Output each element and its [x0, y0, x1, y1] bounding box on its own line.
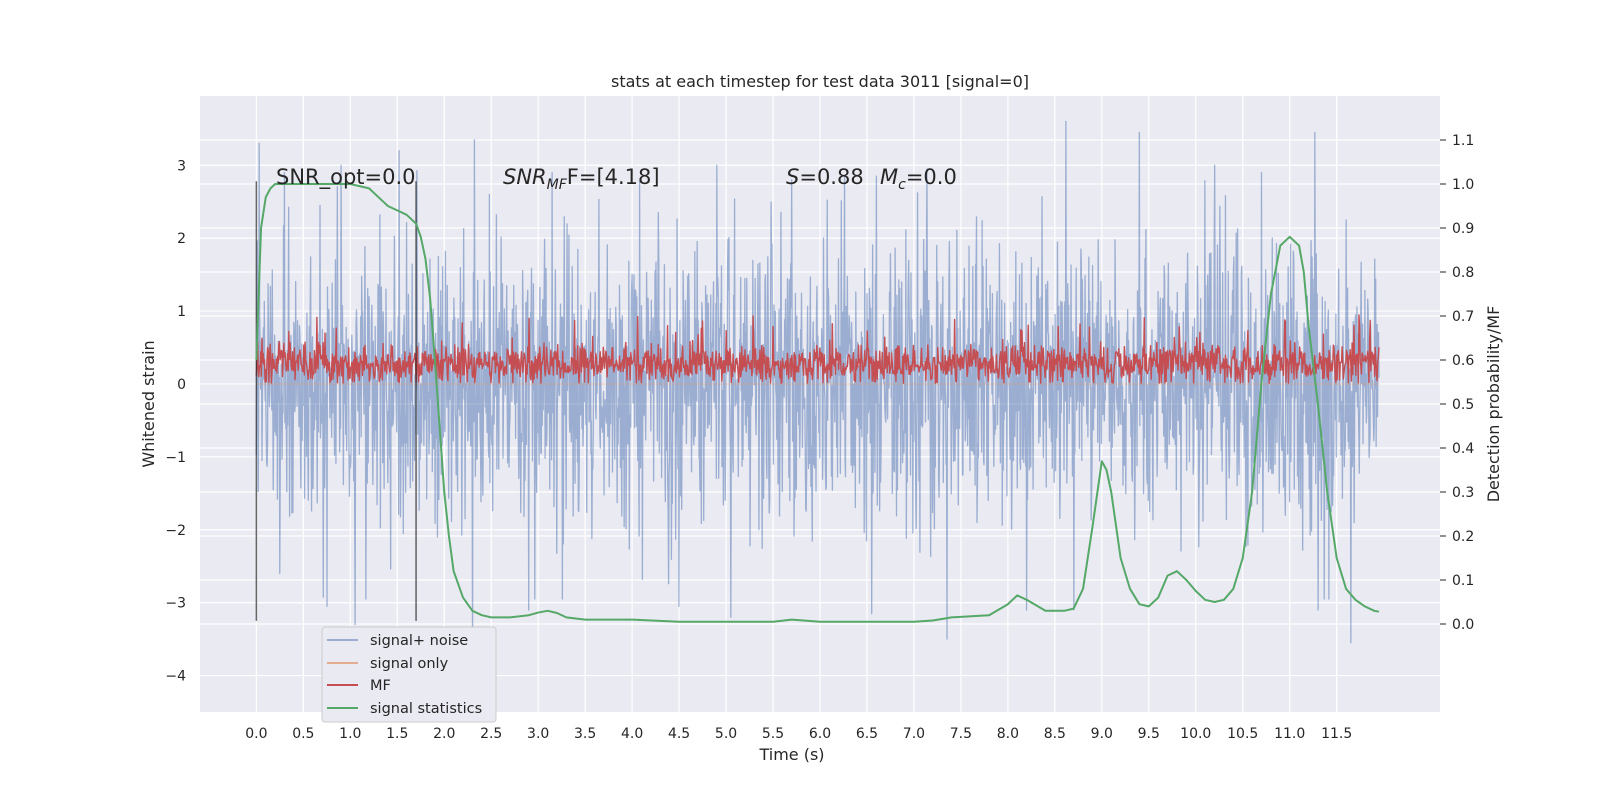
y-right-tick-label: 0.4 [1452, 441, 1474, 457]
x-tick-label: 1.0 [339, 726, 361, 742]
y-tick-labels: 3 2 1 0 −1 −2 −3 −4 [165, 158, 186, 684]
x-tick-label: 9.0 [1091, 726, 1113, 742]
x-tick-label: 7.5 [950, 726, 972, 742]
legend-label-signal-only: signal only [370, 656, 449, 672]
annotation-mc-sub: c [898, 177, 906, 193]
x-tick-label: 4.0 [621, 726, 643, 742]
legend-label-signal-noise: signal+ noise [370, 633, 468, 649]
annotation-s-tail: =0.88 [799, 165, 863, 189]
x-tick-labels: 0.0 0.5 1.0 1.5 2.0 2.5 3.0 3.5 4.0 4.5 5.0 5.5 6.0 6… [245, 726, 1352, 742]
y-tick-label: −1 [165, 450, 186, 466]
annotation-mc: Mc=0.0 [880, 165, 957, 193]
y-right-tick-label: 0.8 [1452, 265, 1474, 281]
x-tick-label: 5.5 [762, 726, 784, 742]
y-right-tick-label: 0.5 [1452, 397, 1474, 413]
y-right-tick-label: 0.1 [1452, 573, 1474, 589]
y-right-tick-labels: 1.1 1.0 0.9 0.8 0.7 0.6 0.5 0.4 0.3 0.2 0.1 0.0 [1440, 133, 1474, 633]
y-right-tick-label: 1.0 [1452, 177, 1474, 193]
y-right-tick-label: 0.6 [1452, 353, 1474, 369]
y-right-tick-label: 0.2 [1452, 529, 1474, 545]
x-tick-label: 8.0 [997, 726, 1019, 742]
x-tick-label: 10.5 [1227, 726, 1258, 742]
y-tick-label: −3 [165, 596, 186, 612]
legend-label-mf: MF [370, 678, 391, 694]
y-tick-label: −2 [165, 523, 186, 539]
x-tick-label: 4.5 [668, 726, 690, 742]
series-line-signal-statistics [255, 183, 1380, 623]
y-tick-label: −4 [165, 669, 186, 685]
legend-label-signal-statistics: signal statistics [370, 701, 482, 717]
y-right-axis-label: Detection probability/MF [1484, 306, 1503, 503]
legend: signal+ noise signal only MF signal stat… [321, 626, 497, 723]
x-tick-label: 9.5 [1138, 726, 1160, 742]
legend-frame [321, 626, 497, 723]
annotation-snr-mf-tail: F=[4.18] [567, 165, 660, 189]
x-tick-label: 0.5 [292, 726, 314, 742]
x-tick-label: 2.0 [433, 726, 455, 742]
annotation-s: S=0.88 [786, 165, 864, 189]
series-signal-statistics [255, 183, 1380, 623]
annotation-snr-opt: SNR_opt=0.0 [276, 165, 416, 190]
annotation-mc-tail: =0.0 [906, 165, 957, 189]
x-tick-label: 11.5 [1321, 726, 1352, 742]
x-tick-label: 8.5 [1044, 726, 1066, 742]
annotation-s-base: S [786, 165, 799, 189]
annotation-snr-mf-base: SNR [503, 165, 547, 189]
x-tick-label: 6.0 [809, 726, 831, 742]
y-right-tick-label: 0.3 [1452, 485, 1474, 501]
y-right-tick-label: 0.9 [1452, 221, 1474, 237]
y-right-tick-label: 1.1 [1452, 133, 1474, 149]
x-tick-label: 2.5 [480, 726, 502, 742]
y-tick-label: 3 [177, 158, 186, 174]
y-axis-label: Whitened strain [139, 340, 158, 467]
series-line-mf [255, 314, 1380, 384]
chart-title: stats at each timestep for test data 301… [611, 72, 1029, 91]
x-tick-label: 11.0 [1274, 726, 1305, 742]
y-tick-label: 1 [177, 304, 186, 320]
x-tick-label: 3.5 [574, 726, 596, 742]
series-mf [255, 314, 1380, 385]
x-axis-label: Time (s) [758, 745, 824, 764]
x-tick-label: 10.0 [1180, 726, 1211, 742]
y-right-tick-label: 0.7 [1452, 309, 1474, 325]
x-tick-label: 3.0 [527, 726, 549, 742]
y-tick-label: 2 [177, 231, 186, 247]
x-tick-label: 1.5 [386, 726, 408, 742]
x-tick-label: 6.5 [856, 726, 878, 742]
vertical-markers [255, 181, 417, 621]
y-tick-label: 0 [177, 377, 186, 393]
x-tick-label: 7.0 [903, 726, 925, 742]
x-tick-label: 5.0 [715, 726, 737, 742]
annotation-mc-base: M [880, 165, 898, 189]
x-tick-label: 0.0 [245, 726, 267, 742]
y-right-tick-label: 0.0 [1452, 617, 1474, 633]
annotation-snr-mf-sub: MF [547, 177, 568, 193]
annotation-snr-mf: SNRMFF=[4.18] [503, 165, 660, 193]
